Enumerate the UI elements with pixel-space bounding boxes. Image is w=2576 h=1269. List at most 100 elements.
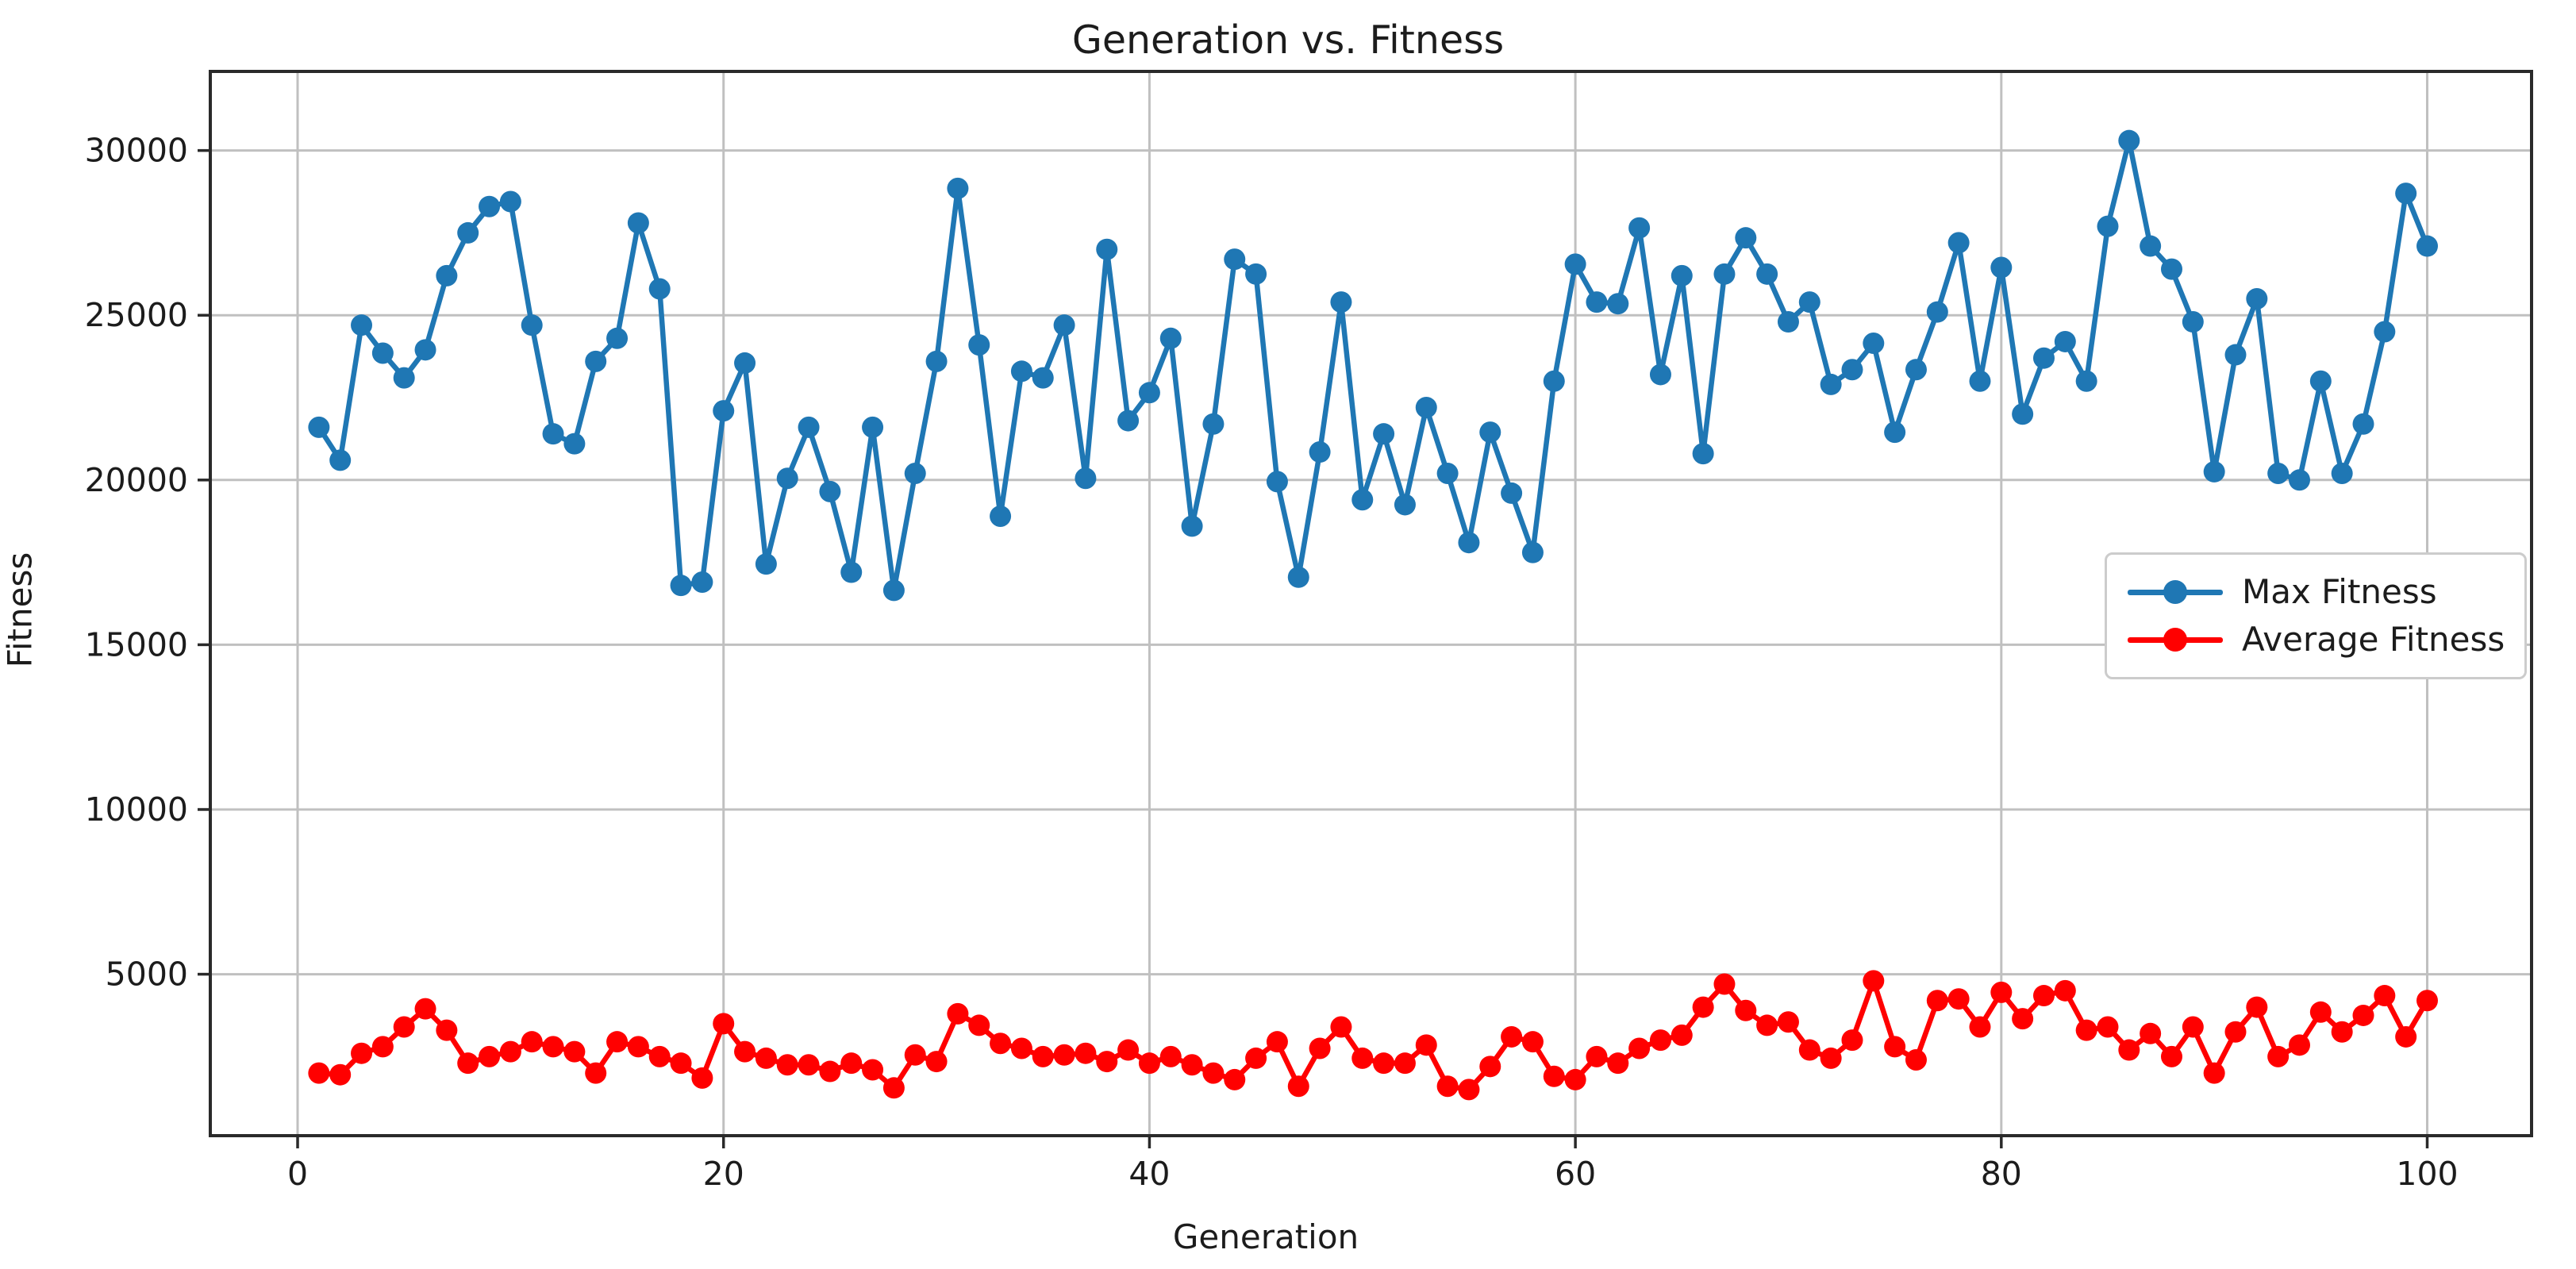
data-point-max-fitness-gen-96[interactable] — [2331, 463, 2353, 485]
data-point-average-fitness-gen-43[interactable] — [1202, 1062, 1225, 1084]
data-point-average-fitness-gen-12[interactable] — [542, 1036, 564, 1058]
data-point-average-fitness-gen-6[interactable] — [414, 998, 436, 1020]
data-point-max-fitness-gen-81[interactable] — [2012, 403, 2034, 425]
data-point-max-fitness-gen-89[interactable] — [2182, 311, 2204, 333]
data-point-average-fitness-gen-18[interactable] — [670, 1052, 692, 1075]
data-point-max-fitness-gen-32[interactable] — [968, 334, 990, 356]
data-point-average-fitness-gen-83[interactable] — [2054, 979, 2076, 1002]
data-point-max-fitness-gen-36[interactable] — [1053, 314, 1075, 336]
data-point-average-fitness-gen-2[interactable] — [329, 1063, 352, 1086]
data-point-average-fitness-gen-92[interactable] — [2246, 996, 2268, 1018]
data-point-average-fitness-gen-45[interactable] — [1245, 1047, 1267, 1069]
data-point-average-fitness-gen-84[interactable] — [2075, 1019, 2097, 1041]
data-point-average-fitness-gen-28[interactable] — [882, 1077, 905, 1099]
data-point-max-fitness-gen-77[interactable] — [1926, 301, 1948, 323]
data-point-average-fitness-gen-93[interactable] — [2267, 1045, 2290, 1067]
data-point-max-fitness-gen-12[interactable] — [542, 423, 564, 445]
data-point-max-fitness-gen-53[interactable] — [1415, 396, 1437, 418]
data-point-average-fitness-gen-61[interactable] — [1586, 1045, 1608, 1067]
data-point-average-fitness-gen-64[interactable] — [1649, 1029, 1671, 1052]
data-point-average-fitness-gen-54[interactable] — [1436, 1075, 1459, 1098]
data-point-average-fitness-gen-51[interactable] — [1373, 1052, 1395, 1075]
data-point-max-fitness-gen-62[interactable] — [1607, 293, 1629, 315]
data-point-max-fitness-gen-11[interactable] — [521, 314, 543, 336]
data-point-max-fitness-gen-59[interactable] — [1543, 370, 1565, 392]
data-point-average-fitness-gen-71[interactable] — [1798, 1039, 1821, 1061]
data-point-max-fitness-gen-78[interactable] — [1947, 232, 1970, 254]
data-point-max-fitness-gen-98[interactable] — [2374, 321, 2396, 343]
data-point-max-fitness-gen-57[interactable] — [1501, 482, 1523, 504]
data-point-average-fitness-gen-26[interactable] — [840, 1052, 863, 1075]
data-point-max-fitness-gen-18[interactable] — [670, 575, 692, 597]
data-point-max-fitness-gen-92[interactable] — [2246, 287, 2268, 310]
data-point-max-fitness-gen-14[interactable] — [585, 350, 607, 372]
data-point-max-fitness-gen-55[interactable] — [1458, 532, 1480, 554]
data-point-average-fitness-gen-67[interactable] — [1713, 973, 1736, 995]
data-point-average-fitness-gen-63[interactable] — [1628, 1037, 1651, 1059]
data-point-max-fitness-gen-72[interactable] — [1820, 373, 1842, 395]
data-point-average-fitness-gen-16[interactable] — [627, 1036, 649, 1058]
data-point-max-fitness-gen-6[interactable] — [414, 339, 436, 361]
data-point-average-fitness-gen-13[interactable] — [563, 1040, 586, 1063]
data-point-max-fitness-gen-63[interactable] — [1628, 217, 1651, 239]
data-point-max-fitness-gen-94[interactable] — [2289, 469, 2310, 491]
data-point-average-fitness-gen-44[interactable] — [1224, 1068, 1246, 1090]
data-point-average-fitness-gen-21[interactable] — [734, 1040, 756, 1063]
data-point-average-fitness-gen-25[interactable] — [819, 1060, 841, 1082]
data-point-average-fitness-gen-27[interactable] — [862, 1059, 884, 1081]
data-point-max-fitness-gen-56[interactable] — [1479, 421, 1501, 444]
data-point-average-fitness-gen-73[interactable] — [1841, 1029, 1863, 1052]
data-point-max-fitness-gen-76[interactable] — [1905, 359, 1927, 381]
data-point-max-fitness-gen-10[interactable] — [499, 190, 521, 213]
data-point-max-fitness-gen-70[interactable] — [1777, 311, 1799, 333]
data-point-average-fitness-gen-79[interactable] — [1969, 1016, 1991, 1038]
data-point-average-fitness-gen-95[interactable] — [2309, 1001, 2332, 1023]
data-point-average-fitness-gen-7[interactable] — [436, 1019, 458, 1041]
data-point-max-fitness-gen-23[interactable] — [776, 467, 798, 490]
data-point-average-fitness-gen-37[interactable] — [1075, 1042, 1097, 1064]
data-point-max-fitness-gen-30[interactable] — [925, 350, 948, 372]
data-point-max-fitness-gen-17[interactable] — [648, 278, 671, 300]
data-point-average-fitness-gen-66[interactable] — [1692, 996, 1714, 1018]
data-point-average-fitness-gen-35[interactable] — [1032, 1045, 1054, 1067]
data-point-max-fitness-gen-60[interactable] — [1564, 253, 1586, 275]
data-point-average-fitness-gen-68[interactable] — [1735, 999, 1757, 1021]
data-point-average-fitness-gen-86[interactable] — [2118, 1039, 2140, 1061]
data-point-max-fitness-gen-49[interactable] — [1330, 291, 1352, 313]
data-point-max-fitness-gen-46[interactable] — [1266, 471, 1288, 493]
data-point-average-fitness-gen-5[interactable] — [393, 1016, 415, 1038]
data-point-max-fitness-gen-84[interactable] — [2075, 370, 2097, 392]
data-point-average-fitness-gen-59[interactable] — [1543, 1065, 1565, 1087]
data-point-average-fitness-gen-34[interactable] — [1010, 1037, 1032, 1059]
data-point-average-fitness-gen-29[interactable] — [904, 1044, 926, 1066]
data-point-max-fitness-gen-33[interactable] — [990, 505, 1012, 527]
data-point-max-fitness-gen-74[interactable] — [1863, 333, 1885, 355]
data-point-max-fitness-gen-67[interactable] — [1713, 263, 1736, 285]
data-point-average-fitness-gen-96[interactable] — [2331, 1021, 2353, 1043]
data-point-max-fitness-gen-41[interactable] — [1159, 327, 1182, 349]
data-point-max-fitness-gen-68[interactable] — [1735, 227, 1757, 249]
data-point-average-fitness-gen-100[interactable] — [2416, 990, 2439, 1012]
data-point-average-fitness-gen-90[interactable] — [2203, 1062, 2225, 1084]
data-point-average-fitness-gen-3[interactable] — [351, 1042, 373, 1064]
data-point-max-fitness-gen-66[interactable] — [1692, 443, 1714, 465]
data-point-average-fitness-gen-46[interactable] — [1266, 1031, 1288, 1053]
data-point-average-fitness-gen-14[interactable] — [585, 1062, 607, 1084]
data-point-average-fitness-gen-52[interactable] — [1394, 1052, 1416, 1075]
data-point-max-fitness-gen-73[interactable] — [1841, 359, 1863, 381]
data-point-average-fitness-gen-38[interactable] — [1096, 1051, 1118, 1073]
data-point-average-fitness-gen-65[interactable] — [1671, 1024, 1693, 1046]
data-point-max-fitness-gen-15[interactable] — [606, 327, 629, 349]
data-point-max-fitness-gen-29[interactable] — [904, 463, 926, 485]
data-point-average-fitness-gen-99[interactable] — [2395, 1025, 2417, 1048]
data-point-max-fitness-gen-20[interactable] — [713, 400, 735, 422]
data-point-average-fitness-gen-32[interactable] — [968, 1014, 990, 1036]
data-point-max-fitness-gen-40[interactable] — [1138, 382, 1160, 404]
data-point-max-fitness-gen-95[interactable] — [2309, 370, 2332, 392]
data-point-max-fitness-gen-48[interactable] — [1309, 441, 1331, 463]
data-point-average-fitness-gen-17[interactable] — [648, 1045, 671, 1067]
data-point-average-fitness-gen-22[interactable] — [755, 1047, 777, 1069]
data-point-max-fitness-gen-16[interactable] — [627, 212, 649, 234]
data-point-max-fitness-gen-50[interactable] — [1351, 489, 1374, 511]
data-point-average-fitness-gen-36[interactable] — [1053, 1044, 1075, 1066]
